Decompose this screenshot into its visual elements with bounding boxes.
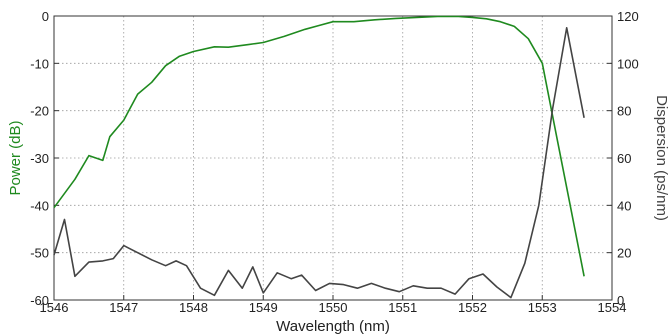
x-tick-label: 1547 — [109, 300, 138, 315]
ticks: 1546 1547 1548 1549 1550 1551 1552 1553 15540-10… — [30, 9, 639, 315]
x-tick-label: 1552 — [458, 300, 487, 315]
x-tick-label: 1548 — [179, 300, 208, 315]
y-right-tick-label: 60 — [617, 151, 631, 166]
power-series-line — [53, 15, 585, 277]
y-right-tick-label: 120 — [617, 9, 639, 24]
series — [53, 15, 585, 299]
grid — [54, 16, 612, 300]
x-tick-label: 1553 — [528, 300, 557, 315]
y-right-tick-label: 100 — [617, 56, 639, 71]
dispersion-series-line — [53, 26, 585, 299]
x-tick-label: 1551 — [388, 300, 417, 315]
x-tick-label: 1549 — [249, 300, 278, 315]
y-axis-right-label: Dispersion (ps/nm) — [653, 95, 668, 221]
y-left-tick-label: -10 — [30, 56, 49, 71]
y-right-tick-label: 20 — [617, 246, 631, 261]
y-left-tick-label: -50 — [30, 246, 49, 261]
x-axis-label: Wavelength (nm) — [276, 318, 390, 335]
x-tick-label: 1546 — [40, 300, 69, 315]
y-right-tick-label: 0 — [617, 293, 624, 308]
y-left-tick-label: -30 — [30, 151, 49, 166]
y-left-tick-label: -40 — [30, 198, 49, 213]
y-axis-left-label: Power (dB) — [7, 120, 24, 195]
x-tick-label: 1554 — [598, 300, 627, 315]
y-left-tick-label: -20 — [30, 104, 49, 119]
y-right-tick-label: 40 — [617, 198, 631, 213]
y-left-tick-label: -60 — [30, 293, 49, 308]
x-tick-label: 1550 — [319, 300, 348, 315]
y-left-tick-label: 0 — [42, 9, 49, 24]
y-right-tick-label: 80 — [617, 104, 631, 119]
